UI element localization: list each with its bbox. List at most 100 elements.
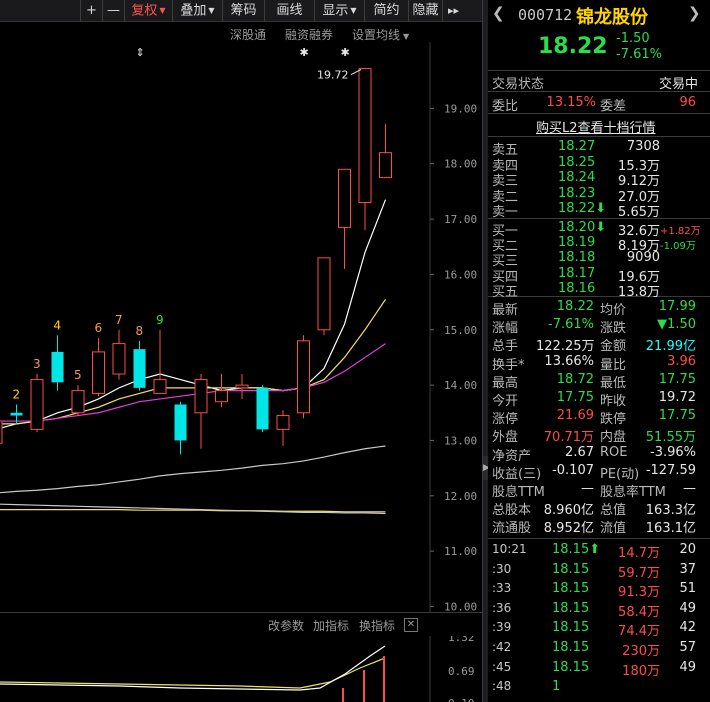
ma-line (0, 509, 386, 513)
bid-price: 18.16 (558, 280, 596, 296)
y-tick-label: 11.00 (444, 545, 477, 558)
rongzi-link[interactable]: 融资融券 (285, 28, 334, 42)
draw-line-button[interactable]: 画线 (264, 0, 314, 22)
bid-level-label: 买二 (492, 239, 519, 255)
panel-splitter[interactable]: ▶ (482, 0, 490, 702)
shengu-link[interactable]: 深股通 (230, 28, 267, 42)
y-tick-label: 0.10 (448, 697, 475, 702)
divider (488, 538, 710, 539)
stat-label: 股息TTM (492, 485, 545, 500)
stat-label: 净资产 (492, 448, 532, 464)
y-tick-label: 13.00 (444, 434, 477, 447)
y-tick-label: 19.00 (444, 102, 477, 115)
stat-label: 均价 (600, 303, 627, 318)
bid-price: 18.18 (558, 250, 596, 266)
last-price: 18.22 (538, 34, 608, 59)
chart-toolbar: + — 复权 ▼ 叠加 ▼ 筹码 画线 显示 ▼ 简约 隐藏 ▸▸ (0, 0, 482, 22)
chevron-down-icon: ▼ (350, 6, 357, 15)
display-dropdown[interactable]: 显示 ▼ (314, 0, 364, 22)
collapse-handle-icon[interactable]: ▶ (483, 456, 490, 480)
bid-volume: 13.8万 (618, 284, 660, 300)
divider (488, 218, 710, 219)
indicator-line (0, 645, 386, 691)
fuquan-label: 复权 (131, 3, 158, 19)
prev-stock-icon[interactable]: ❮ (492, 4, 505, 22)
tick-time: :45 (492, 659, 512, 674)
candle-body (317, 257, 331, 331)
event-marker-icon: ✱ (300, 46, 309, 59)
stat-label: 总值 (600, 503, 627, 519)
l2-upgrade-link[interactable]: 购买L2查看十档行情 (536, 121, 656, 136)
tick-count: 37 (679, 561, 696, 577)
tick-count: 42 (679, 620, 696, 636)
ask-price: 18.22⬇ (558, 201, 607, 217)
overlay-dropdown[interactable]: 叠加 ▼ (172, 0, 222, 22)
stat-value: 21.69 (556, 408, 594, 424)
simple-button[interactable]: 简约 (364, 0, 408, 22)
stat-label: 昨收 (600, 394, 627, 409)
indicator-tab-switch[interactable]: 换指标 (359, 619, 396, 633)
ask-level-label: 卖四 (492, 158, 519, 174)
hide-button[interactable]: 隐藏 (408, 0, 442, 22)
y-tick-label: 17.00 (444, 213, 477, 226)
bid-level-label: 买三 (492, 254, 519, 270)
bid-volume: 9090 (626, 250, 660, 266)
indicator-chart[interactable]: 1.32 0.69 0.10 (0, 636, 482, 702)
stat-value: -7.61% (548, 317, 594, 333)
next-stock-icon[interactable]: ❯ (688, 4, 701, 22)
td-count-label: 6 (95, 321, 103, 335)
candlestick-chart[interactable]: 19.00 18.00 17.00 16.00 15.00 14.00 13.00 12.00… (0, 42, 482, 612)
ask-level-label: 卖二 (492, 189, 519, 205)
tick-volume: 74.4万 (618, 624, 660, 640)
candle-body (235, 384, 249, 389)
tick-price: 18.15 (552, 620, 590, 636)
divider (488, 91, 710, 92)
stat-label: 最新 (492, 303, 519, 318)
stat-label: 换手* (492, 357, 525, 373)
ma-setting-dropdown[interactable]: 设置均线 ▼ (352, 26, 409, 43)
indicator-tab-params[interactable]: 改参数 (268, 619, 305, 633)
stat-value: 163.1亿 (645, 521, 696, 537)
stat-value: — (683, 481, 696, 496)
tick-volume: 58.4万 (618, 604, 660, 620)
zoom-out-button[interactable]: — (102, 0, 124, 22)
stat-value: 163.3亿 (645, 503, 696, 519)
tick-volume: 14.7万 (618, 546, 660, 561)
candle-body (338, 168, 351, 228)
price-change: -1.50 (616, 31, 650, 46)
chevron-down-icon: ▼ (159, 6, 166, 15)
stat-value: 17.75 (658, 371, 696, 387)
td-count-label: 7 (115, 313, 123, 327)
quote-panel: ❮ 000712 锦龙股份 ❯ 18.22 -1.50 -7.61% 交易状态 … (488, 0, 710, 702)
stat-value: 17.99 (658, 299, 696, 314)
ask-level-label: 卖三 (492, 174, 519, 190)
double-right-chevron-icon[interactable]: ▸▸ (442, 0, 464, 22)
tick-time: :33 (492, 581, 512, 596)
stat-label: ROE (600, 444, 628, 460)
zoom-in-button[interactable]: + (80, 0, 102, 22)
indicator-tab-add[interactable]: 加指标 (313, 619, 350, 633)
ma-line (0, 503, 386, 515)
stat-value: -127.59 (645, 462, 696, 478)
y-tick-label: 14.00 (444, 379, 477, 392)
stock-name: 锦龙股份 (576, 7, 648, 28)
stat-value: 13.66% (544, 353, 594, 369)
stat-value: -3.96% (650, 444, 696, 460)
close-icon[interactable]: ✕ (404, 618, 418, 632)
candle-body (358, 68, 372, 203)
peak-price-label: 19.72 (317, 69, 349, 82)
fuquan-dropdown[interactable]: 复权 ▼ (124, 0, 172, 22)
tick-count: 49 (679, 659, 696, 675)
td-count-label: 4 (54, 318, 62, 332)
candle-body (297, 340, 310, 414)
chart-panel: + — 复权 ▼ 叠加 ▼ 筹码 画线 显示 ▼ 简约 隐藏 ▸▸ 深股通 融资融券 … (0, 0, 482, 702)
candle-body (256, 387, 269, 430)
weicha-value: 96 (679, 95, 696, 110)
chips-button[interactable]: 筹码 (222, 0, 264, 22)
tick-count: 49 (679, 600, 696, 616)
stat-value: 51.55万 (645, 430, 696, 446)
divider (488, 136, 710, 137)
stat-label: 流值 (600, 521, 627, 537)
y-tick-label: 15.00 (444, 324, 477, 337)
ask-level-label: 卖五 (492, 143, 519, 158)
